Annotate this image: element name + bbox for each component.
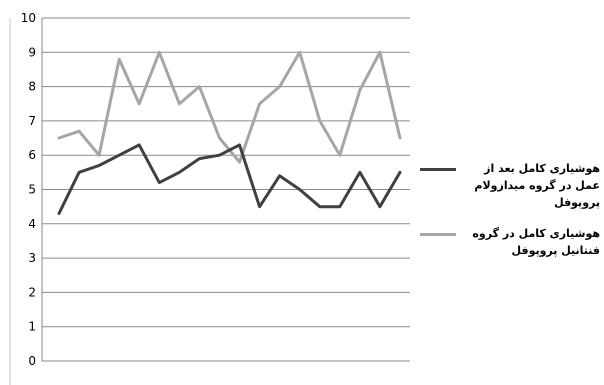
series-line-1 xyxy=(57,143,402,215)
y-tick-label-0: 0 xyxy=(28,354,36,368)
y-tick-label-10: 10 xyxy=(21,11,36,25)
axes xyxy=(9,18,410,385)
legend-label-series-2: هوشیاری کامل در گروه فنتانیل پروپوفل xyxy=(472,227,600,257)
y-tick-label-2: 2 xyxy=(28,285,36,299)
y-tick-label-9: 9 xyxy=(28,45,36,59)
legend-item-series-2: هوشیاری کامل در گروه فنتانیل پروپوفل xyxy=(420,225,600,259)
series-line-2 xyxy=(57,50,402,164)
y-axis-tick-labels: 0 1 2 3 4 5 6 7 8 9 10 xyxy=(21,11,36,368)
y-tick-label-7: 7 xyxy=(28,114,36,128)
legend-label-series-1: هوشیاری کامل بعد از عمل در گروه میدازولا… xyxy=(474,162,600,209)
y-tick-label-3: 3 xyxy=(28,251,36,265)
y-tick-label-1: 1 xyxy=(28,320,36,334)
gridlines xyxy=(42,17,410,328)
y-tick-label-5: 5 xyxy=(28,183,36,197)
y-tick-label-6: 6 xyxy=(28,148,36,162)
y-tick-label-4: 4 xyxy=(28,217,36,231)
legend: هوشیاری کامل بعد از عمل در گروه میدازولا… xyxy=(420,160,600,273)
legend-item-series-1: هوشیاری کامل بعد از عمل در گروه میدازولا… xyxy=(420,160,600,211)
legend-swatch-series-2 xyxy=(420,233,456,236)
y-tick-label-8: 8 xyxy=(28,80,36,94)
series-lines xyxy=(57,50,402,215)
legend-swatch-series-1 xyxy=(420,168,456,171)
